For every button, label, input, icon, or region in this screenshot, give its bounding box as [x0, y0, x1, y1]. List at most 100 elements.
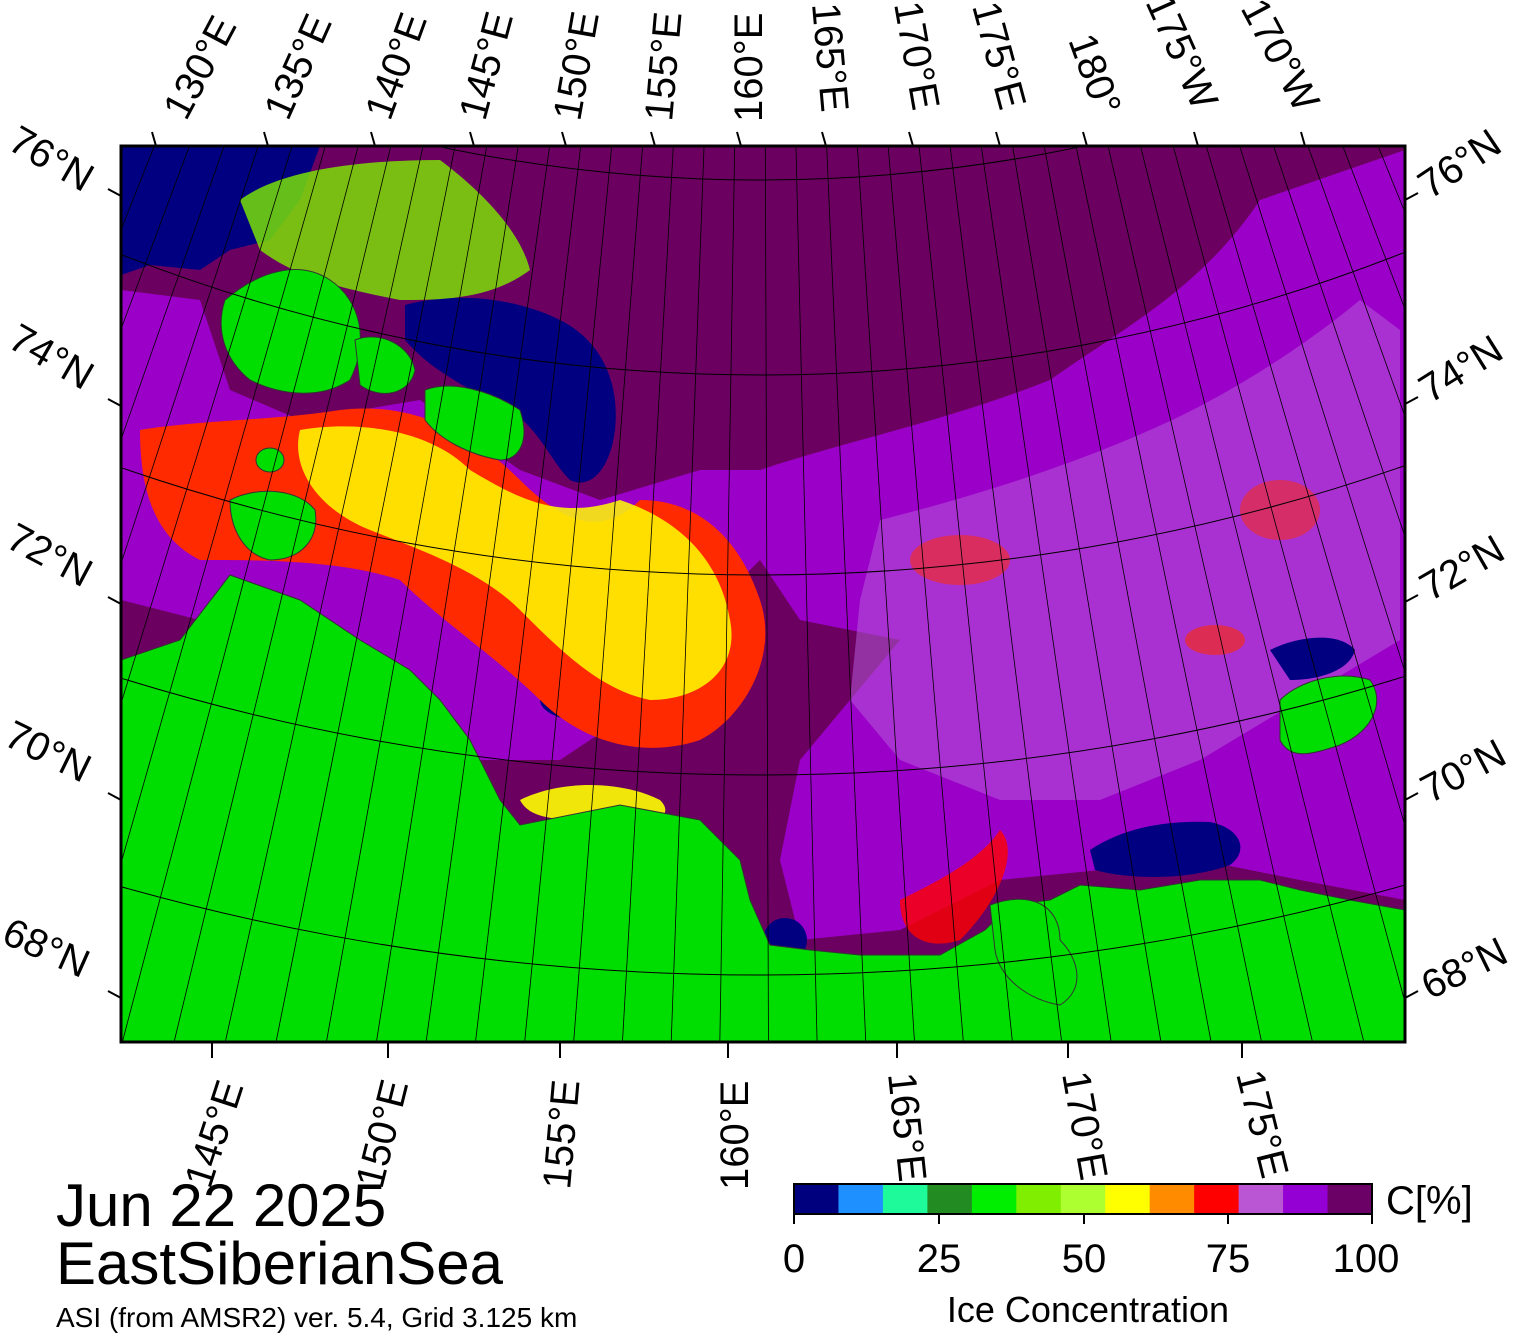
product-label: ASI (from AMSR2) ver. 5.4, Grid 3.125 km	[56, 1302, 578, 1333]
open-water-wrangel	[1270, 637, 1355, 680]
top-lon-label: 160°E	[727, 13, 771, 122]
graticule-meridian	[425, 146, 551, 1042]
graticule-meridian	[1107, 146, 1313, 1042]
frame-tick	[107, 398, 122, 407]
graticule-meridian	[918, 146, 1013, 1042]
colorbar-tick-label: 25	[917, 1237, 962, 1281]
frame-tick	[736, 131, 742, 147]
right-latitude-labels: 76°N 74°N 72°N 70°N 68°N	[1410, 121, 1514, 1008]
colorbar-swatch	[1060, 1184, 1106, 1214]
frame-tick	[107, 596, 122, 605]
colorbar-tick-label: 0	[783, 1237, 805, 1281]
frame-tick	[107, 990, 122, 999]
graticule-meridian	[1273, 146, 1405, 538]
graticule-meridian	[375, 146, 519, 1042]
frame-tick	[107, 792, 122, 801]
colorbar-swatch	[1105, 1184, 1151, 1214]
bottom-lon-label: 155°E	[535, 1078, 588, 1191]
top-lon-label: 135°E	[256, 8, 341, 126]
region-label: EastSiberianSea	[56, 1230, 503, 1297]
colorbar-tick-label: 100	[1333, 1237, 1400, 1281]
open-water-polynya	[405, 297, 616, 483]
graticule-meridian	[1012, 146, 1162, 1042]
graticule-meridian	[475, 146, 582, 1042]
graticule-meridian	[1075, 146, 1262, 1042]
marginal-ice-green	[240, 160, 530, 300]
frame-tick	[469, 131, 475, 147]
frame-tick	[1404, 594, 1419, 603]
graticule-meridian	[0, 0, 18, 825]
frame-tick	[107, 188, 122, 197]
graticule-meridian	[826, 146, 867, 1042]
bottom-lon-label: 165°E	[879, 1070, 934, 1183]
marginal-ice-yellow	[298, 426, 732, 700]
graticule-meridian	[121, 146, 359, 1042]
land-small-island	[255, 447, 285, 473]
top-lon-label: 175°W	[1137, 0, 1226, 116]
colorbar-swatch	[1149, 1184, 1195, 1214]
top-lon-label: 145°E	[451, 7, 522, 124]
top-lon-label: 180°	[1060, 28, 1130, 121]
colorbar	[793, 1183, 1373, 1224]
tick-marks	[107, 131, 1419, 1058]
graticule-meridian	[795, 146, 818, 1042]
left-lat-label: 74°N	[2, 316, 101, 399]
top-lon-label: 155°E	[637, 10, 690, 123]
bottom-lon-label: 160°E	[713, 1081, 757, 1190]
right-lat-label: 68°N	[1415, 929, 1515, 1008]
colorbar-swatch	[1016, 1184, 1062, 1214]
graticule-meridian	[764, 146, 769, 1042]
frame-tick	[1404, 792, 1419, 801]
right-lat-label: 76°N	[1410, 121, 1509, 207]
frame-tick	[908, 131, 914, 147]
frame-tick	[1404, 396, 1419, 405]
right-lat-label: 74°N	[1411, 327, 1510, 412]
frame-tick	[1193, 131, 1199, 147]
colorbar-swatch	[1283, 1184, 1329, 1214]
graticule-meridian	[173, 146, 392, 1042]
graticule-meridian	[1205, 146, 1405, 828]
map-frame-content	[121, 146, 1405, 1042]
land-kotelny-island	[220, 269, 361, 394]
frame-tick	[1300, 131, 1306, 147]
right-lat-label: 72°N	[1413, 527, 1512, 610]
open-water-northwest	[121, 146, 320, 275]
red-patch-2	[1240, 480, 1320, 540]
left-lat-label: 70°N	[0, 713, 98, 792]
graticule-meridian	[980, 146, 1112, 1042]
frame-tick	[821, 131, 827, 147]
top-lon-label: 170°W	[1232, 0, 1328, 119]
graticule-meridian	[1140, 146, 1365, 1042]
graticule-meridian	[275, 146, 456, 1042]
graticule	[0, 0, 1405, 1042]
left-lat-label: 76°N	[2, 118, 101, 201]
frame-tick	[263, 131, 269, 147]
left-lat-label: 72°N	[0, 515, 99, 596]
colorbar-tick-labels: 0 25 50 75 100	[783, 1237, 1400, 1281]
map-frame	[119, 144, 1407, 1044]
high-ice-speckle-east	[850, 300, 1400, 800]
graticule-meridian	[224, 146, 424, 1042]
graticule-meridian	[1172, 146, 1405, 1004]
open-water-long-strait	[1090, 821, 1241, 877]
frame-tick	[995, 131, 1001, 147]
frame-tick	[1404, 192, 1419, 201]
red-patch-1	[910, 535, 1010, 585]
frame-tick	[370, 131, 376, 147]
land-faddeyevsky-island	[354, 336, 416, 394]
graticule-meridian	[121, 146, 326, 865]
colorbar-swatch	[838, 1184, 884, 1214]
colorbar-swatch	[971, 1184, 1017, 1214]
bottom-lon-label: 170°E	[1053, 1068, 1115, 1183]
graticule-meridian	[856, 146, 915, 1042]
marginal-ice-red-south	[900, 830, 1008, 944]
frame-tick	[561, 131, 567, 147]
frame-tick	[1082, 131, 1088, 147]
land-lyakhovsky-island	[229, 490, 317, 561]
graticule-meridian	[887, 146, 964, 1042]
graticule-meridian	[121, 146, 259, 565]
colorbar-title: Ice Concentration	[947, 1289, 1229, 1330]
graticule-meridian	[573, 146, 643, 1042]
left-latitude-labels: 76°N 74°N 72°N 70°N 68°N	[0, 118, 101, 987]
